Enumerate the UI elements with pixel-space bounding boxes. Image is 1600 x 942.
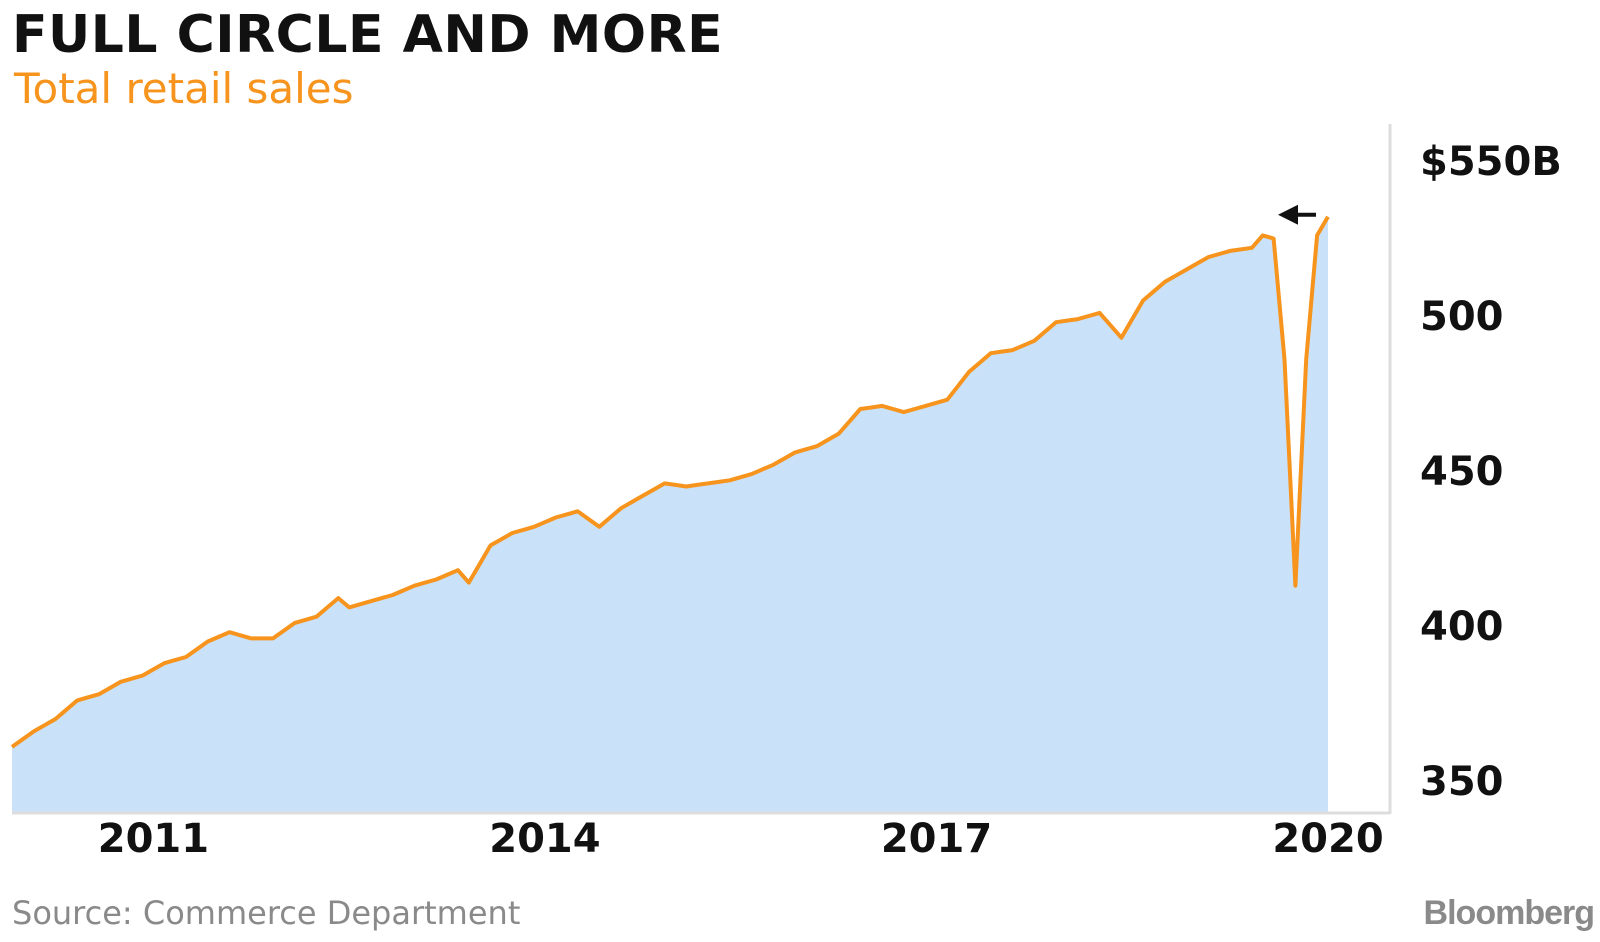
x-tick-2011: 2011 xyxy=(98,816,209,862)
sales-area xyxy=(12,216,1328,813)
y-tick-500: 500 xyxy=(1420,294,1504,340)
arrow-head xyxy=(1278,204,1298,225)
x-tick-2017: 2017 xyxy=(881,816,992,862)
y-tick-400: 400 xyxy=(1420,604,1504,650)
x-axis-ticks: 2011 2014 2017 2020 xyxy=(98,816,1384,862)
sales-line xyxy=(10,215,1330,749)
chart-subtitle: Total retail sales xyxy=(14,64,354,113)
x-tick-2014: 2014 xyxy=(489,816,600,862)
x-tick-2020: 2020 xyxy=(1272,816,1383,862)
y-tick-350: 350 xyxy=(1420,759,1504,805)
y-axis-ticks: $550B 500 450 400 350 xyxy=(1420,139,1562,805)
source-note: Source: Commerce Department xyxy=(12,894,521,932)
bloomberg-logo: Bloomberg xyxy=(1423,894,1595,932)
left-arrow-icon xyxy=(1278,204,1316,225)
y-tick-550: $550B xyxy=(1420,139,1562,185)
y-tick-450: 450 xyxy=(1420,449,1504,495)
chart-title: FULL CIRCLE AND MORE xyxy=(12,5,724,65)
